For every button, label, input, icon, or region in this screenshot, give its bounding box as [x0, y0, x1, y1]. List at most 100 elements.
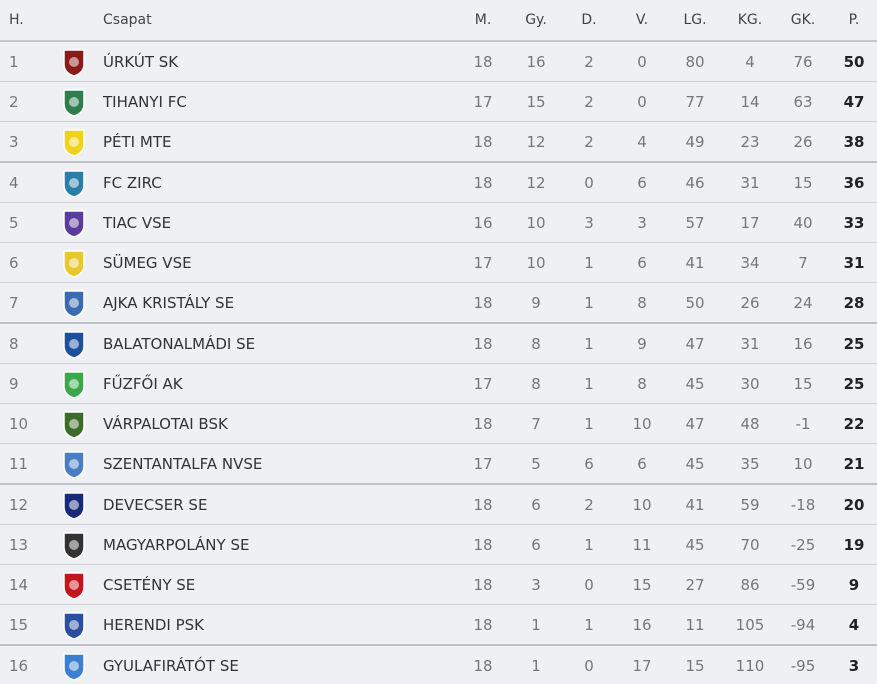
table-row[interactable]: 10 VÁRPALOTAI BSK 18 7 1 10 47 48 -1 22 — [0, 403, 877, 444]
position: 9 — [0, 363, 45, 404]
table-header: H. Csapat M. Gy. D. V. LG. KG. GK. P. — [0, 0, 877, 42]
goal-difference: -59 — [775, 564, 831, 605]
goal-difference: 16 — [775, 323, 831, 364]
team-logo-cell — [45, 202, 103, 243]
team-logo-icon — [63, 611, 85, 640]
team-name[interactable]: VÁRPALOTAI BSK — [103, 403, 453, 444]
team-name[interactable]: MAGYARPOLÁNY SE — [103, 524, 453, 565]
goals-against: 26 — [725, 282, 775, 324]
table-row[interactable]: 6 SÜMEG VSE 17 10 1 6 41 34 7 31 — [0, 242, 877, 283]
won: 5 — [513, 443, 559, 485]
played: 18 — [453, 282, 513, 324]
goals-against: 48 — [725, 403, 775, 444]
position: 14 — [0, 564, 45, 605]
position: 15 — [0, 604, 45, 646]
played: 18 — [453, 484, 513, 525]
goals-for: 41 — [665, 484, 725, 525]
points: 47 — [831, 81, 877, 122]
team-logo-cell — [45, 41, 103, 82]
table-row[interactable]: 11 SZENTANTALFA NVSE 17 5 6 6 45 35 10 21 — [0, 443, 877, 485]
team-name[interactable]: AJKA KRISTÁLY SE — [103, 282, 453, 324]
won: 10 — [513, 202, 559, 243]
won: 9 — [513, 282, 559, 324]
goals-for: 11 — [665, 604, 725, 646]
played: 18 — [453, 41, 513, 82]
goal-difference: 40 — [775, 202, 831, 243]
goals-against: 17 — [725, 202, 775, 243]
table-row[interactable]: 14 CSETÉNY SE 18 3 0 15 27 86 -59 9 — [0, 564, 877, 605]
drawn: 0 — [559, 645, 619, 684]
team-logo-cell — [45, 604, 103, 646]
header-played: M. — [453, 0, 513, 42]
table-row[interactable]: 13 MAGYARPOLÁNY SE 18 6 1 11 45 70 -25 19 — [0, 524, 877, 565]
lost: 15 — [619, 564, 665, 605]
goals-against: 59 — [725, 484, 775, 525]
lost: 0 — [619, 41, 665, 82]
goals-against: 23 — [725, 121, 775, 163]
table-row[interactable]: 7 AJKA KRISTÁLY SE 18 9 1 8 50 26 24 28 — [0, 282, 877, 324]
team-name[interactable]: DEVECSER SE — [103, 484, 453, 525]
drawn: 2 — [559, 121, 619, 163]
table-row[interactable]: 4 FC ZIRC 18 12 0 6 46 31 15 36 — [0, 162, 877, 203]
team-name[interactable]: FC ZIRC — [103, 162, 453, 203]
header-goal-difference: GK. — [775, 0, 831, 42]
goal-difference: -95 — [775, 645, 831, 684]
lost: 6 — [619, 242, 665, 283]
goals-against: 14 — [725, 81, 775, 122]
team-name[interactable]: SZENTANTALFA NVSE — [103, 443, 453, 485]
goals-for: 45 — [665, 443, 725, 485]
team-name[interactable]: CSETÉNY SE — [103, 564, 453, 605]
goals-for: 49 — [665, 121, 725, 163]
drawn: 2 — [559, 484, 619, 525]
team-logo-icon — [63, 370, 85, 399]
goals-against: 86 — [725, 564, 775, 605]
table-row[interactable]: 5 TIAC VSE 16 10 3 3 57 17 40 33 — [0, 202, 877, 243]
team-name[interactable]: FŰZFŐI AK — [103, 363, 453, 404]
team-name[interactable]: GYULAFIRÁTÓT SE — [103, 645, 453, 684]
goals-for: 45 — [665, 363, 725, 404]
points: 25 — [831, 323, 877, 364]
team-name[interactable]: PÉTI MTE — [103, 121, 453, 163]
position: 3 — [0, 121, 45, 163]
goal-difference: -94 — [775, 604, 831, 646]
team-logo-cell — [45, 121, 103, 163]
table-row[interactable]: 1 ÚRKÚT SK 18 16 2 0 80 4 76 50 — [0, 41, 877, 82]
team-name[interactable]: ÚRKÚT SK — [103, 41, 453, 82]
position: 10 — [0, 403, 45, 444]
table-row[interactable]: 8 BALATONALMÁDI SE 18 8 1 9 47 31 16 25 — [0, 323, 877, 364]
played: 17 — [453, 363, 513, 404]
points: 22 — [831, 403, 877, 444]
won: 7 — [513, 403, 559, 444]
team-name[interactable]: BALATONALMÁDI SE — [103, 323, 453, 364]
team-name[interactable]: HERENDI PSK — [103, 604, 453, 646]
points: 21 — [831, 443, 877, 485]
table-row[interactable]: 2 TIHANYI FC 17 15 2 0 77 14 63 47 — [0, 81, 877, 122]
position: 1 — [0, 41, 45, 82]
header-drawn: D. — [559, 0, 619, 42]
won: 12 — [513, 162, 559, 203]
played: 18 — [453, 564, 513, 605]
drawn: 1 — [559, 323, 619, 364]
table-row[interactable]: 3 PÉTI MTE 18 12 2 4 49 23 26 38 — [0, 121, 877, 163]
table-row[interactable]: 12 DEVECSER SE 18 6 2 10 41 59 -18 20 — [0, 484, 877, 525]
goals-for: 46 — [665, 162, 725, 203]
team-name[interactable]: TIAC VSE — [103, 202, 453, 243]
goals-against: 4 — [725, 41, 775, 82]
team-name[interactable]: SÜMEG VSE — [103, 242, 453, 283]
team-logo-cell — [45, 443, 103, 485]
team-name[interactable]: TIHANYI FC — [103, 81, 453, 122]
goals-for: 80 — [665, 41, 725, 82]
points: 4 — [831, 604, 877, 646]
drawn: 3 — [559, 202, 619, 243]
team-logo-icon — [63, 209, 85, 238]
points: 20 — [831, 484, 877, 525]
position: 6 — [0, 242, 45, 283]
table-row[interactable]: 16 GYULAFIRÁTÓT SE 18 1 0 17 15 110 -95 3 — [0, 645, 877, 684]
table-row[interactable]: 15 HERENDI PSK 18 1 1 16 11 105 -94 4 — [0, 604, 877, 646]
header-position: H. — [0, 0, 45, 42]
table-row[interactable]: 9 FŰZFŐI AK 17 8 1 8 45 30 15 25 — [0, 363, 877, 404]
position: 16 — [0, 645, 45, 684]
goal-difference: 24 — [775, 282, 831, 324]
header-goals-against: KG. — [725, 0, 775, 42]
points: 25 — [831, 363, 877, 404]
